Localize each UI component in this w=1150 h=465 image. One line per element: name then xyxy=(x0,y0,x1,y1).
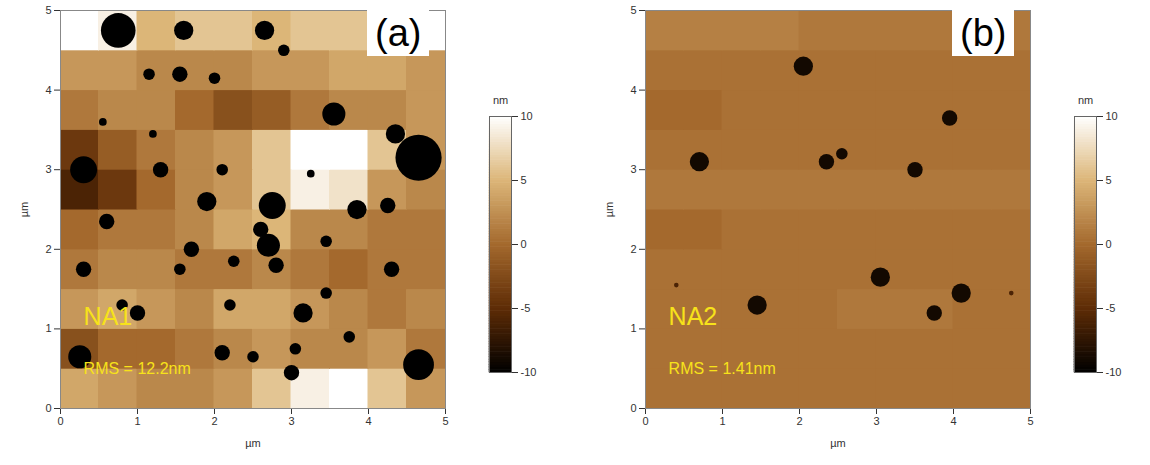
svg-text:4: 4 xyxy=(45,84,51,96)
svg-text:1: 1 xyxy=(630,322,636,334)
svg-text:0: 0 xyxy=(57,415,63,427)
svg-text:2: 2 xyxy=(630,243,636,255)
svg-text:10: 10 xyxy=(521,110,533,122)
svg-text:3: 3 xyxy=(288,415,294,427)
svg-text:1: 1 xyxy=(45,322,51,334)
svg-text:1: 1 xyxy=(134,415,140,427)
svg-text:2: 2 xyxy=(796,415,802,427)
svg-text:µm: µm xyxy=(18,202,30,218)
svg-text:0: 0 xyxy=(521,238,527,250)
svg-text:3: 3 xyxy=(630,163,636,175)
svg-text:-10: -10 xyxy=(521,366,537,378)
html-text:nm: nm xyxy=(493,94,509,106)
svg-text:5: 5 xyxy=(45,4,51,16)
svg-text:4: 4 xyxy=(950,415,956,427)
svg-text:NA1: NA1 xyxy=(84,302,133,330)
svg-text:-5: -5 xyxy=(1106,302,1116,314)
svg-text:5: 5 xyxy=(442,415,448,427)
svg-text:0: 0 xyxy=(1106,238,1112,250)
svg-text:0: 0 xyxy=(630,402,636,414)
svg-text:5: 5 xyxy=(1106,174,1112,186)
svg-text:0: 0 xyxy=(45,402,51,414)
html-text:nm: nm xyxy=(1078,94,1094,106)
svg-text:3: 3 xyxy=(873,415,879,427)
svg-text:2: 2 xyxy=(45,243,51,255)
svg-text:µm: µm xyxy=(245,437,261,449)
svg-text:-5: -5 xyxy=(521,302,531,314)
svg-text:5: 5 xyxy=(630,4,636,16)
html-text:(b): (b) xyxy=(960,12,1007,54)
svg-text:5: 5 xyxy=(1027,415,1033,427)
svg-text:RMS = 1.41nm: RMS = 1.41nm xyxy=(669,360,776,377)
svg-text:-10: -10 xyxy=(1106,366,1122,378)
svg-text:0: 0 xyxy=(642,415,648,427)
svg-text:10: 10 xyxy=(1106,110,1118,122)
svg-text:RMS = 12.2nm: RMS = 12.2nm xyxy=(84,360,191,377)
svg-text:4: 4 xyxy=(630,84,636,96)
svg-text:3: 3 xyxy=(45,163,51,175)
svg-text:µm: µm xyxy=(830,437,846,449)
svg-text:4: 4 xyxy=(365,415,371,427)
svg-text:NA2: NA2 xyxy=(669,302,718,330)
html-text:(a): (a) xyxy=(375,12,422,54)
svg-text:5: 5 xyxy=(521,174,527,186)
svg-text:µm: µm xyxy=(603,202,615,218)
svg-text:2: 2 xyxy=(211,415,217,427)
svg-text:1: 1 xyxy=(719,415,725,427)
